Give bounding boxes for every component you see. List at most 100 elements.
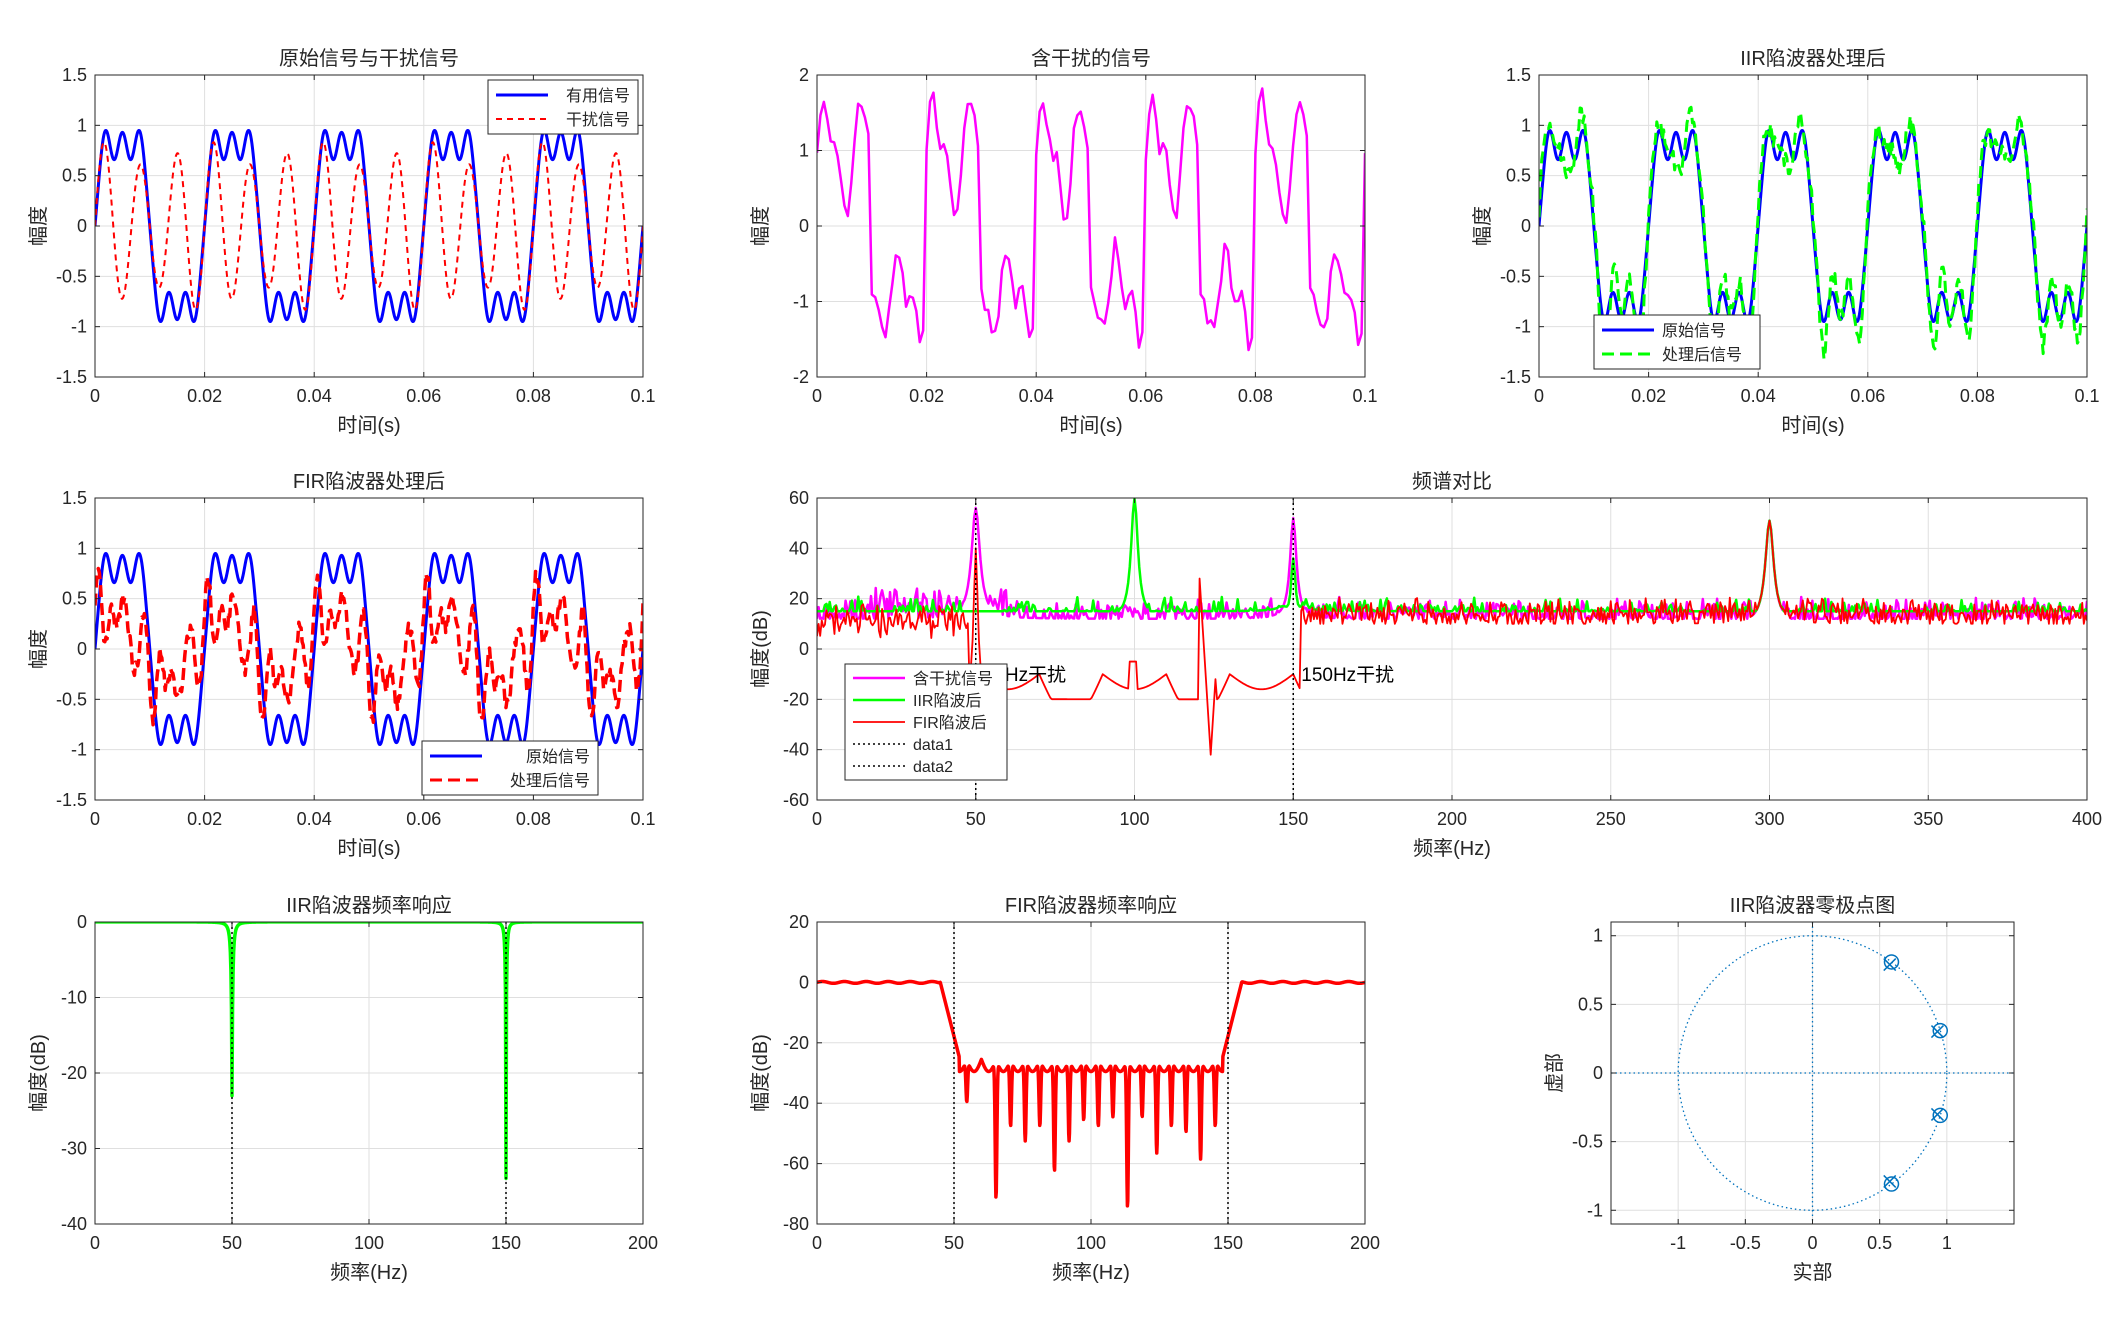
y-tick-label: -1.5	[56, 790, 87, 810]
y-tick-label: 0	[77, 912, 87, 932]
x-tick-label: 0	[812, 809, 822, 829]
y-tick-label: 0.5	[62, 589, 87, 609]
x-tick-label: 0	[1807, 1233, 1817, 1253]
chart-p1: 0 0.02 0.04 0.06 0.08 0.1 -1.5 -1 -0.5 0 0.5 1 1.5 原始…	[27, 47, 656, 437]
x-tick-label: 0.04	[297, 386, 332, 406]
zero-marker	[1932, 1022, 1949, 1039]
zero-marker	[1932, 1107, 1949, 1124]
pole-marker	[1930, 1025, 1944, 1039]
x-tick-label: 0.04	[1019, 386, 1054, 406]
x-tick-label: 0	[90, 1233, 100, 1253]
x-axis-label: 时间(s)	[337, 837, 400, 860]
x-tick-label: 400	[2072, 809, 2102, 829]
legend-label: 原始信号	[1662, 322, 1726, 340]
y-tick-label: -1	[71, 740, 87, 760]
y-tick-label: -20	[61, 1063, 87, 1083]
y-tick-label: 1	[1521, 115, 1531, 135]
x-tick-label: 0.06	[406, 386, 441, 406]
zero-marker	[1883, 1176, 1900, 1192]
x-tick-label: 300	[1754, 809, 1784, 829]
plot-data	[95, 551, 643, 747]
y-tick-label: -40	[61, 1214, 87, 1234]
x-tick-label: 150	[1213, 1233, 1243, 1253]
plot-data	[1539, 105, 2087, 362]
x-tick-label: 200	[628, 1233, 658, 1253]
legend-label: FIR陷波后	[913, 714, 987, 732]
x-tick-label: 0.02	[187, 386, 222, 406]
y-tick-label: -2	[793, 367, 809, 387]
y-tick-label: 0.5	[1578, 994, 1603, 1014]
plot-data	[95, 128, 643, 324]
x-tick-label: 0.1	[2074, 386, 2099, 406]
legend-label: 含干扰信号	[913, 670, 993, 688]
x-axis-label: 时间(s)	[1781, 414, 1844, 437]
chart-p7: 0 50 100 150 200 -80 -60 -40 -20 0 20 FIR陷波器频率响应频率(…	[749, 894, 1380, 1284]
y-tick-label: 20	[789, 589, 809, 609]
y-tick-label: -1.5	[1500, 367, 1531, 387]
y-tick-label: 1	[1593, 926, 1603, 946]
y-tick-label: 0.5	[62, 166, 87, 186]
chart-title: IIR陷波器处理后	[1740, 47, 1886, 70]
y-tick-label: -60	[783, 790, 809, 810]
y-tick-label: 1	[77, 115, 87, 135]
y-tick-label: -0.5	[56, 266, 87, 286]
x-tick-label: 0.08	[516, 809, 551, 829]
plot-data	[817, 922, 1365, 1224]
y-tick-label: 1.5	[62, 488, 87, 508]
y-axis-label: 虚部	[1543, 1053, 1566, 1093]
x-tick-label: 150	[491, 1233, 521, 1253]
x-axis-label: 频率(Hz)	[330, 1261, 408, 1284]
y-tick-label: -40	[783, 1093, 809, 1113]
x-tick-label: 0.08	[1960, 386, 1995, 406]
y-axis-label: 幅度	[1471, 206, 1494, 246]
chart-title: 含干扰的信号	[1031, 47, 1151, 70]
legend-box	[421, 740, 599, 796]
y-tick-label: -1	[1515, 317, 1531, 337]
pole-marker	[1883, 958, 1897, 972]
y-tick-label: 0	[1521, 216, 1531, 236]
y-tick-label: -1	[793, 292, 809, 312]
plot-data	[95, 922, 643, 1224]
y-tick-label: 0	[799, 639, 809, 659]
x-tick-label: 0	[1534, 386, 1544, 406]
x-tick-label: 0.08	[1238, 386, 1273, 406]
x-tick-label: 200	[1350, 1233, 1380, 1253]
x-tick-label: 0	[90, 809, 100, 829]
chart-title: 原始信号与干扰信号	[279, 47, 459, 70]
legend-box	[1593, 314, 1761, 370]
y-tick-label: -0.5	[56, 689, 87, 709]
x-tick-label: 0.08	[516, 386, 551, 406]
x-tick-label: 100	[1076, 1233, 1106, 1253]
series-line-处理后信号	[1539, 105, 2087, 362]
pole-marker	[1883, 1174, 1897, 1188]
legend-label: data2	[913, 759, 953, 776]
annotation-label: 150Hz干扰	[1301, 664, 1394, 686]
y-axis-label: 幅度	[749, 206, 772, 246]
legend-label: 原始信号	[526, 748, 590, 766]
x-tick-label: 250	[1596, 809, 1626, 829]
y-tick-label: 40	[789, 538, 809, 558]
x-tick-label: 100	[1119, 809, 1149, 829]
chart-title: FIR陷波器处理后	[293, 470, 445, 493]
y-tick-label: -0.5	[1572, 1132, 1603, 1152]
y-tick-label: 0	[1593, 1063, 1603, 1083]
y-tick-label: -1	[1587, 1200, 1603, 1220]
x-tick-label: 0.5	[1867, 1233, 1892, 1253]
y-axis-label: 幅度(dB)	[27, 1034, 50, 1112]
x-tick-label: 0.06	[1128, 386, 1163, 406]
y-tick-label: -10	[61, 988, 87, 1008]
x-tick-label: 0.02	[909, 386, 944, 406]
pole-stroke	[1883, 1174, 1897, 1188]
x-tick-label: 0.1	[1352, 386, 1377, 406]
chart-p4: 0 0.02 0.04 0.06 0.08 0.1 -1.5 -1 -0.5 0 0.5 1 1.5 FI…	[27, 470, 656, 860]
x-tick-label: 0.04	[1741, 386, 1776, 406]
x-tick-label: 0.02	[1631, 386, 1666, 406]
chart-title: 频谱对比	[1412, 470, 1492, 493]
y-tick-label: -40	[783, 740, 809, 760]
plot-data	[1611, 922, 2014, 1224]
y-tick-label: 2	[799, 65, 809, 85]
